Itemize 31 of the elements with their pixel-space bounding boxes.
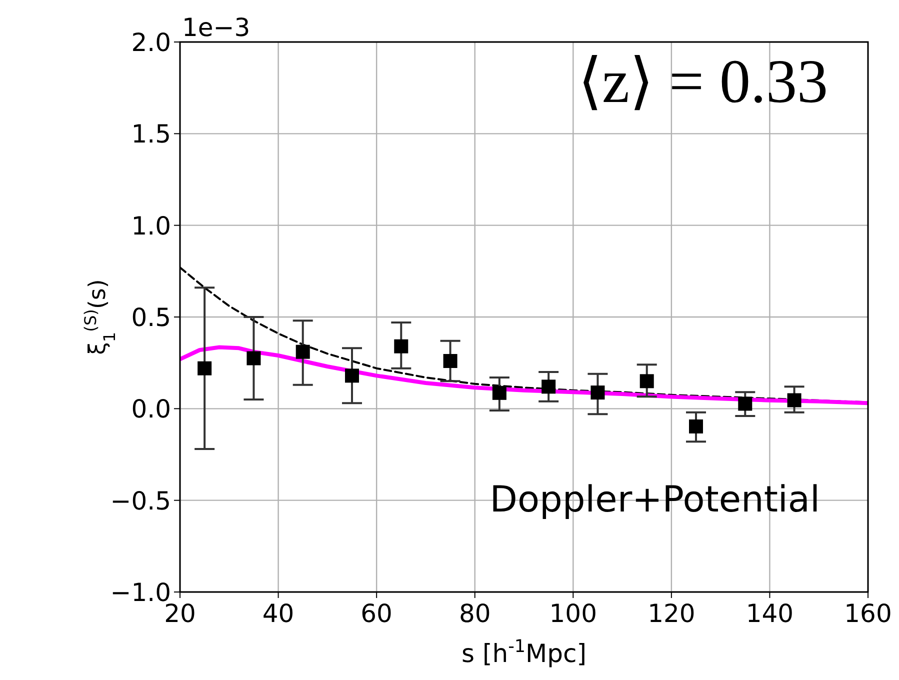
x-tick-label: 120 [648, 599, 696, 628]
point [492, 386, 506, 400]
point [246, 351, 261, 366]
point [738, 396, 752, 411]
x-axis-title: s [h$^{-1}$Mpc] [462, 637, 586, 668]
annotation: ⟨z⟩ = 0.33 [578, 48, 828, 116]
point [296, 344, 310, 359]
y-tick-label: 1.5 [131, 120, 171, 149]
point [542, 380, 556, 394]
x-tick-label: 100 [549, 599, 597, 628]
x-tick-label: 60 [360, 599, 392, 628]
y-tick-label: 1.0 [131, 211, 171, 240]
point [394, 339, 408, 354]
point [640, 374, 654, 388]
point [345, 368, 359, 383]
y-tick-label: −0.5 [110, 486, 171, 516]
point [787, 393, 802, 408]
y-tick-label: 2.0 [131, 28, 171, 57]
point [443, 354, 458, 368]
point [590, 386, 605, 400]
x-tick-label: 160 [844, 599, 892, 628]
x-tick-label: 140 [746, 599, 794, 628]
annotation: Doppler+Potential [490, 479, 820, 520]
x-tick-label: 40 [262, 599, 294, 628]
line-series [180, 345, 868, 406]
point [689, 419, 703, 434]
point [198, 361, 212, 376]
annotation: 1e−3 [182, 13, 250, 42]
y-tick-label: 0.5 [131, 303, 171, 332]
y-tick-label: 0.0 [131, 394, 171, 424]
x-tick-label: 80 [458, 599, 491, 628]
